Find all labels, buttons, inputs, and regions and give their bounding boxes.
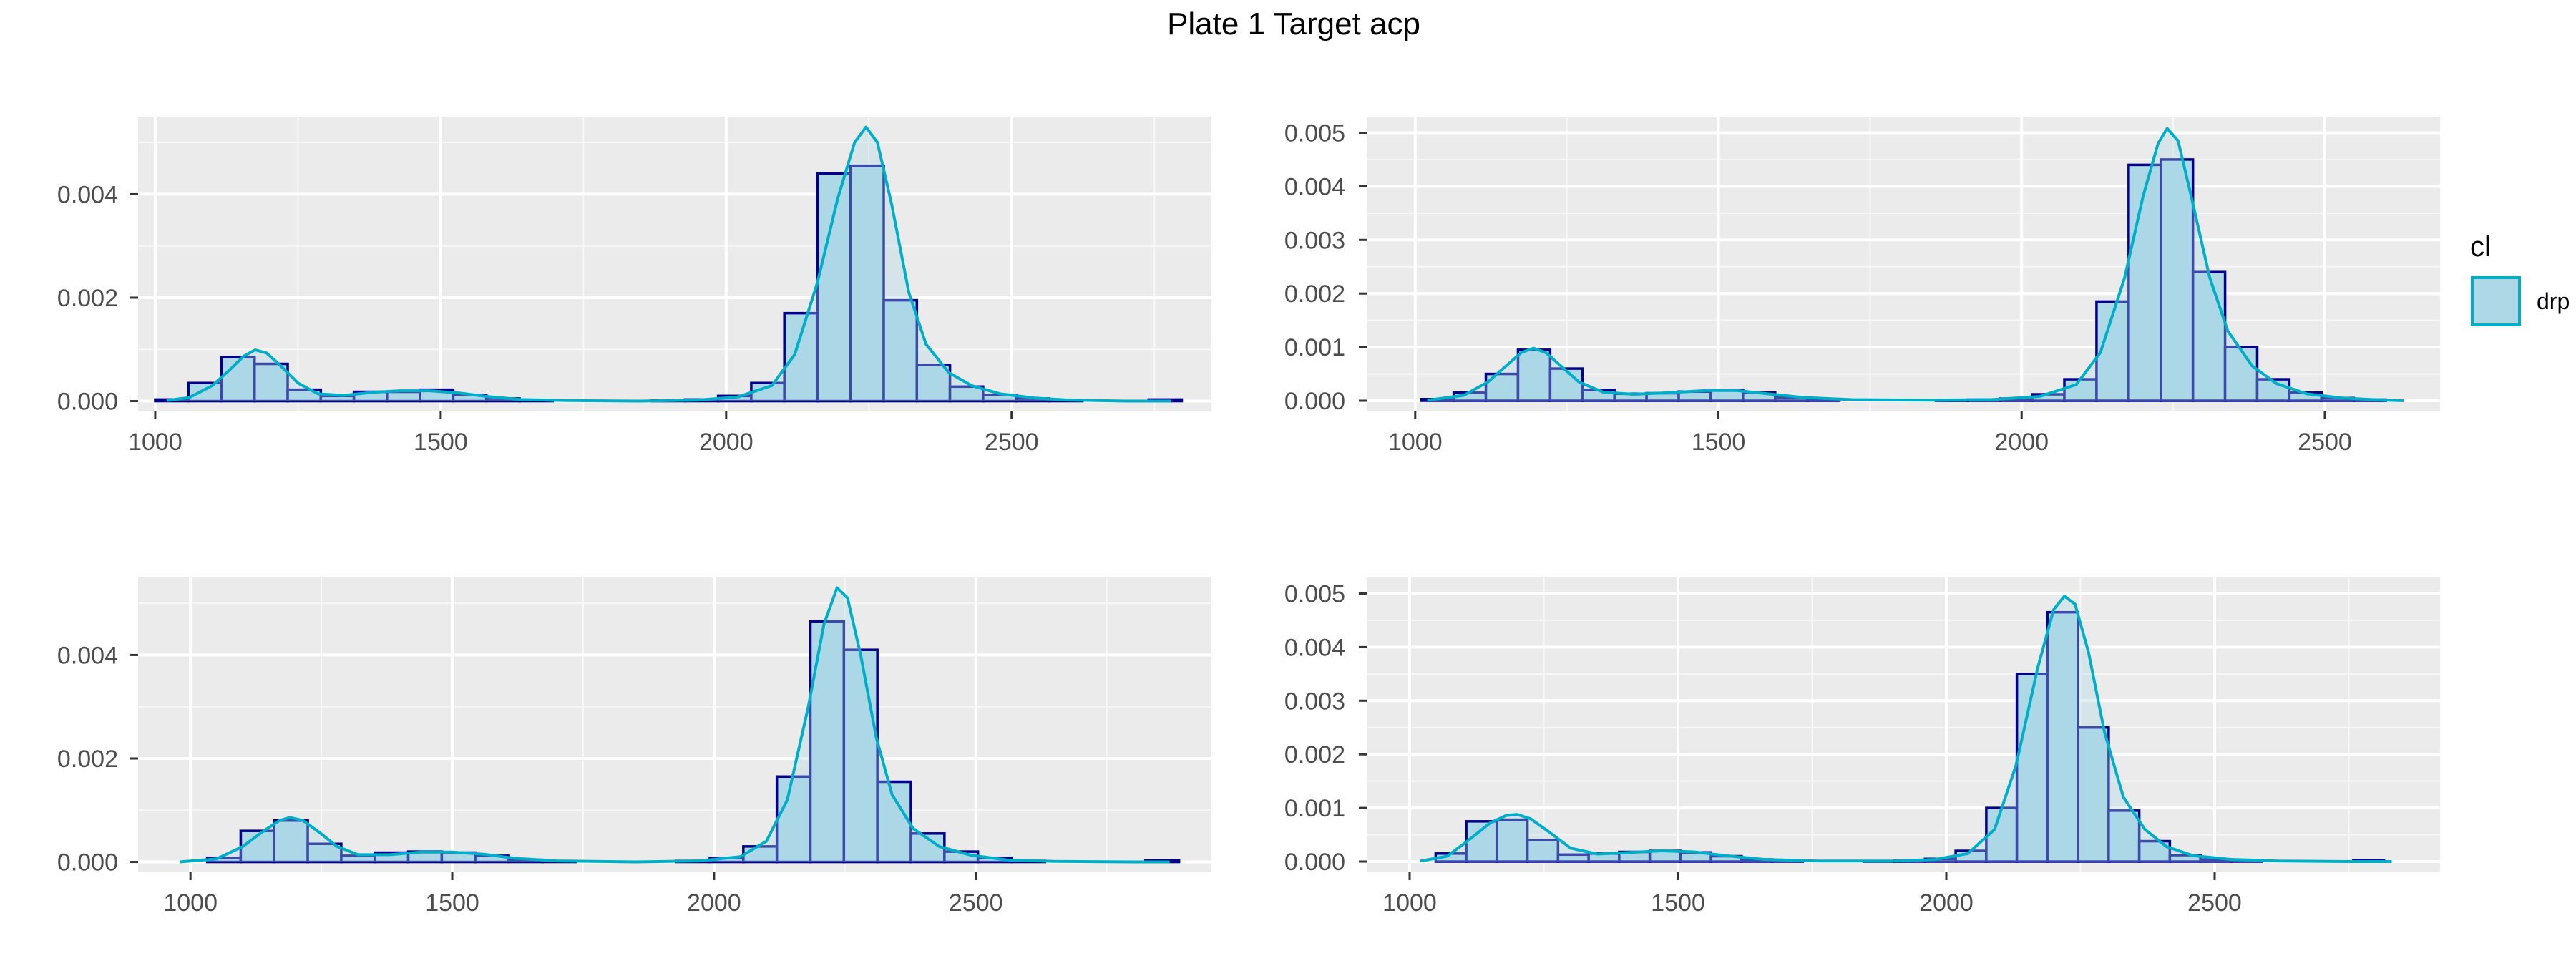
y-tick-label: 0.000 (57, 849, 118, 877)
y-tick-label: 0.003 (1284, 227, 1345, 254)
panel-top-left: 0.000 0.002 0.004 1000 1500 2000 2500 (57, 117, 1211, 456)
histogram-bar (253, 362, 289, 403)
y-tick-label: 0.005 (1284, 580, 1345, 608)
x-tick-label: 1500 (414, 429, 468, 456)
y-tick-label: 0.004 (1284, 173, 1345, 200)
histogram-bar (2127, 163, 2162, 402)
histogram-bar (2107, 809, 2141, 863)
x-tick-label: 2500 (2298, 429, 2352, 456)
density-area (1420, 596, 2392, 862)
panel-background (138, 577, 1211, 872)
histogram-bar (2077, 726, 2110, 863)
density-line (1427, 127, 2404, 402)
x-tick-label: 2500 (985, 429, 1039, 456)
x-tick-label: 2500 (2187, 889, 2242, 917)
histogram-bar (915, 364, 952, 403)
histogram-bar (1526, 839, 1560, 863)
panel-background (1367, 577, 2440, 872)
y-tick-label: 0.002 (57, 746, 118, 773)
density-area (1427, 128, 2404, 401)
x-tick-label: 1000 (1388, 429, 1443, 456)
legend-title: cl (2470, 231, 2491, 263)
x-tick-label: 2000 (699, 429, 753, 456)
legend: cl drp (2470, 231, 2570, 326)
y-tick-label: 0.002 (1284, 280, 1345, 308)
histogram-bar (882, 298, 919, 403)
x-tick-label: 1000 (128, 429, 182, 456)
density-line (1420, 595, 2392, 863)
y-tick-label: 0.002 (1284, 741, 1345, 769)
y-tick-label: 0.001 (1284, 334, 1345, 361)
histogram-bar (187, 381, 223, 403)
y-tick-label: 0.004 (57, 181, 118, 208)
y-tick-label: 0.000 (1284, 849, 1345, 876)
y-tick-label: 0.002 (57, 285, 118, 312)
y-tick-label: 0.000 (1284, 388, 1345, 415)
x-tick-label: 2000 (1919, 889, 1974, 917)
x-tick-label: 2000 (1994, 429, 2049, 456)
histogram-bar (273, 819, 309, 864)
histogram-bar (816, 172, 852, 403)
y-tick-label: 0.004 (1284, 634, 1345, 661)
panel-bottom-left: 0.000 0.002 0.004 1000 1500 2000 2500 (57, 577, 1211, 917)
histogram-bar (2223, 346, 2259, 402)
y-tick-label: 0.005 (1284, 119, 1345, 147)
x-tick-label: 1000 (1382, 889, 1437, 917)
density-area (180, 587, 1170, 862)
histogram-bar (775, 775, 812, 864)
x-tick-label: 2500 (949, 889, 1003, 917)
histogram-bar (1496, 818, 1529, 863)
histogram-bar (2046, 610, 2079, 863)
density-area (166, 127, 1172, 401)
x-tick-label: 1500 (1651, 889, 1705, 917)
histogram-bar (876, 780, 912, 864)
panel-bottom-right: 0.000 0.001 0.002 0.003 0.004 0.005 1000 1500 20… (1284, 577, 2440, 917)
histogram-bar (2191, 270, 2227, 402)
figure-title: Plate 1 Target acp (1167, 6, 1420, 42)
x-tick-label: 1500 (425, 889, 479, 917)
y-tick-label: 0.003 (1284, 688, 1345, 715)
y-tick-label: 0.000 (57, 389, 118, 416)
x-tick-label: 1500 (1692, 429, 1746, 456)
panel-background (138, 117, 1211, 411)
legend-label-drp: drp (2537, 288, 2570, 314)
y-tick-label: 0.001 (1284, 795, 1345, 822)
density-line (180, 586, 1170, 864)
histogram-bar (849, 164, 885, 403)
density-line (166, 125, 1172, 403)
x-tick-label: 2000 (687, 889, 741, 917)
panel-top-right: 0.000 0.001 0.002 0.003 0.004 0.005 1000 1500 20… (1284, 117, 2440, 456)
x-tick-label: 1000 (163, 889, 218, 917)
y-tick-label: 0.004 (57, 642, 118, 669)
histogram-bar (842, 648, 879, 864)
legend-key-drp (2471, 276, 2521, 326)
